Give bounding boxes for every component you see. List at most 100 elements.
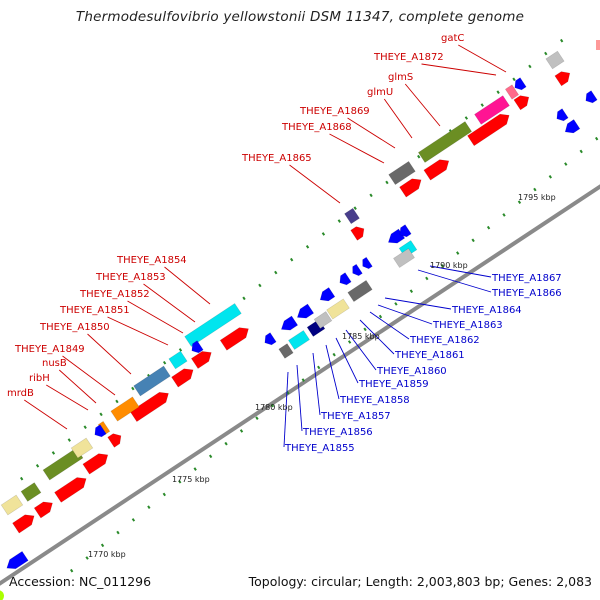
reverse-gene-label: THEYE_A1855 (284, 443, 355, 454)
scale-tick (486, 225, 491, 230)
scale-tick (69, 568, 74, 573)
reverse-gene-block (278, 343, 294, 359)
reverse-leader-line (369, 311, 410, 340)
reverse-leader-line (325, 344, 340, 400)
scale-tick (178, 479, 182, 484)
reverse-leader-line (429, 265, 492, 278)
forward-leader-line (87, 333, 132, 375)
forward-gene-block (20, 482, 42, 502)
scale-tick (270, 403, 275, 408)
forward-gene-label: gatC (441, 33, 464, 44)
scale-tick (595, 136, 599, 141)
forward-gene-arrow (554, 71, 571, 87)
forward-gene-arrow (107, 433, 122, 448)
reverse-gene-block (313, 311, 333, 329)
forward-gene-label: THEYE_A1865 (241, 153, 312, 164)
forward-gene-label: glmS (388, 72, 413, 83)
forward-gene-label: THEYE_A1854 (116, 255, 187, 266)
reverse-gene-label: THEYE_A1858 (339, 395, 410, 406)
reverse-gene-arrow (296, 303, 315, 319)
reverse-leader-line (417, 269, 492, 293)
forward-gene-block (184, 303, 242, 347)
forward-gene-arrow (54, 477, 87, 503)
scale-tick (162, 492, 166, 497)
scale-tick (115, 399, 119, 404)
forward-leader-line (383, 98, 413, 139)
reverse-gene-block (347, 279, 373, 303)
forward-leader-line (58, 369, 97, 404)
scale-tick (224, 441, 228, 446)
scale-tick (409, 289, 414, 293)
reverse-gene-label: THEYE_A1862 (409, 335, 480, 346)
forward-gene-block (474, 95, 510, 125)
reverse-gene-label: THEYE_A1857 (320, 411, 391, 422)
reverse-gene-arrow (362, 256, 373, 270)
scale-tick (579, 149, 583, 154)
reverse-gene-arrow (319, 287, 336, 302)
forward-gene-arrow (423, 159, 450, 181)
forward-gene-block (110, 396, 140, 422)
reverse-gene-arrow (564, 119, 581, 134)
scale-tick (162, 360, 167, 365)
reverse-leader-line (377, 304, 433, 325)
forward-leader-line (347, 117, 396, 149)
edge-marker (0, 590, 4, 600)
reverse-gene-arrow (94, 424, 107, 438)
scale-tick (19, 476, 24, 481)
reverse-gene-arrow (399, 224, 412, 238)
scale-tick (347, 340, 352, 344)
scale-tick (517, 200, 522, 205)
forward-gene-label: ribH (29, 373, 50, 384)
scale-tick (480, 103, 484, 107)
forward-gene-label: mrdB (7, 388, 34, 399)
reverse-gene-arrow (6, 550, 29, 570)
scale-tick (131, 518, 136, 522)
scale-tick (533, 187, 537, 192)
reverse-gene-label: THEYE_A1859 (358, 379, 429, 390)
scale-tick (100, 543, 105, 548)
forward-gene-block (504, 84, 520, 100)
forward-gene-arrow (513, 95, 530, 111)
forward-gene-block (133, 365, 171, 397)
forward-gene-block (70, 437, 94, 459)
forward-leader-line (404, 83, 441, 127)
accession-text: Accession: NC_011296 (9, 574, 152, 589)
scale-label: 1795 kbp (518, 193, 556, 202)
scale-tick (502, 213, 506, 217)
scale-tick (116, 530, 120, 535)
forward-gene-block (417, 121, 473, 163)
reverse-gene-label: THEYE_A1860 (376, 366, 447, 377)
scale-tick (317, 365, 321, 370)
reverse-gene-label: THEYE_A1861 (394, 350, 465, 361)
forward-gene-arrow (399, 178, 422, 198)
forward-gene-label: glmU (367, 87, 393, 98)
forward-gene-label: THEYE_A1852 (79, 289, 150, 300)
forward-gene-block (388, 160, 416, 186)
scale-tick (239, 429, 244, 433)
edge-marker (596, 40, 600, 50)
reverse-gene-arrow (339, 272, 352, 286)
forward-leader-line (62, 355, 116, 396)
scale-label: 1785 kbp (342, 332, 380, 341)
forward-gene-label: THEYE_A1849 (14, 344, 85, 355)
forward-leader-line (46, 384, 89, 411)
gene-labels: 1770 kbp 1775 kbp 1780 kbp 1785 kbp 1790 kbp… (7, 33, 562, 559)
forward-gene-label: THEYE_A1868 (281, 122, 352, 133)
reverse-gene-block (393, 248, 415, 268)
reverse-gene-arrow (280, 315, 299, 331)
forward-gene-arrow (129, 391, 169, 423)
forward-gene-arrow (219, 327, 249, 351)
backbone-line (0, 184, 600, 586)
forward-leader-line (24, 399, 68, 430)
topology-text: Topology: circular; Length: 2,003,803 bp… (248, 574, 592, 589)
forward-leader-line (329, 133, 385, 164)
forward-gene-label: THEYE_A1853 (95, 272, 166, 283)
scale-tick (258, 283, 262, 288)
reverse-leader-line (283, 371, 289, 448)
reverse-leader-line (384, 297, 452, 310)
forward-gene-block (42, 447, 84, 481)
scale-tick (67, 438, 71, 442)
reverse-gene-arrow (556, 108, 569, 122)
reverse-leader-line (345, 329, 377, 371)
forward-leader-line (164, 266, 211, 305)
